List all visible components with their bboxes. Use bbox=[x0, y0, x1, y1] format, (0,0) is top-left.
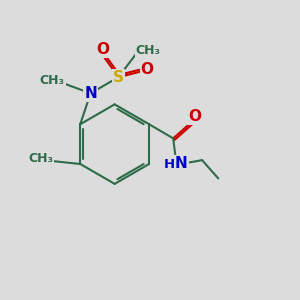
Text: N: N bbox=[84, 86, 97, 101]
Text: O: O bbox=[188, 109, 202, 124]
Text: H: H bbox=[164, 158, 175, 171]
Text: CH₃: CH₃ bbox=[28, 152, 54, 165]
Text: CH₃: CH₃ bbox=[136, 44, 160, 56]
Text: S: S bbox=[113, 70, 124, 85]
Text: O: O bbox=[141, 62, 154, 77]
Text: N: N bbox=[175, 156, 188, 171]
Text: CH₃: CH₃ bbox=[40, 74, 65, 87]
Text: O: O bbox=[97, 42, 110, 57]
